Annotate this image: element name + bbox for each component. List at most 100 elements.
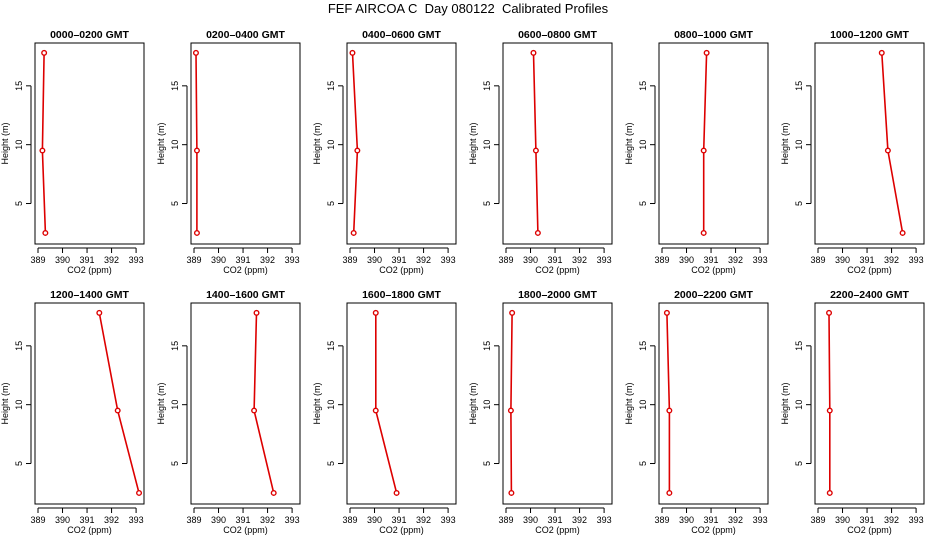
data-point [253,309,260,316]
y-tick-label: 10 [170,400,180,410]
y-tick-label: 5 [14,201,24,206]
panel-title: 0400–0600 GMT [362,29,441,41]
x-tick-label: 393 [129,255,144,265]
data-point [393,489,400,496]
data-point [826,407,833,414]
x-axis-label: CO2 (ppm) [223,265,268,275]
y-tick-label: 5 [482,201,492,206]
plot-frame [346,302,457,505]
x-tick-label: 389 [498,515,513,525]
x-tick-label: 390 [679,255,694,265]
x-axis-label: CO2 (ppm) [847,265,892,275]
data-point [878,49,885,56]
x-axis-label: CO2 (ppm) [379,525,424,535]
data-point [666,407,673,414]
x-tick-label: 389 [654,255,669,265]
x-axis-label: CO2 (ppm) [535,525,580,535]
panel-title: 1200–1400 GMT [50,289,129,301]
y-tick-label: 15 [326,341,336,351]
x-tick-label: 389 [498,255,513,265]
x-tick-label: 389 [654,515,669,525]
x-tick-label: 391 [80,255,95,265]
profile-line [195,52,198,233]
x-axis-label: CO2 (ppm) [67,525,112,535]
x-axis-label: CO2 (ppm) [691,265,736,275]
x-tick-label: 390 [835,255,850,265]
y-tick-label: 10 [794,140,804,150]
y-axis-label: Height (m) [624,382,634,424]
y-axis-label: Height (m) [468,122,478,164]
profile-panel: 2200–2400 GMT 389 390 391 392 393 CO2 (ppm) 5 10… [780,289,925,535]
profile-line [374,312,398,494]
plot-frame [814,302,925,505]
y-tick-label: 15 [14,341,24,351]
y-tick-label: 10 [482,140,492,150]
y-tick-label: 10 [638,400,648,410]
x-tick-label: 391 [548,255,563,265]
plot-frame [502,302,613,505]
x-tick-label: 390 [55,255,70,265]
data-point [826,309,833,316]
x-tick-label: 392 [572,515,587,525]
profile-panel: 1600–1800 GMT 389 390 391 392 393 CO2 (ppm) 5 10… [312,289,457,535]
x-tick-label: 392 [416,255,431,265]
profile-panel: 0800–1000 GMT 389 390 391 392 393 CO2 (ppm) 5 10… [624,29,769,275]
x-tick-label: 391 [860,515,875,525]
y-tick-label: 5 [794,201,804,206]
data-point [372,407,379,414]
profile-line [98,312,140,494]
y-tick-label: 5 [638,461,648,466]
y-tick-label: 10 [170,140,180,150]
x-tick-label: 389 [30,255,45,265]
y-axis-label: Height (m) [312,122,322,164]
y-tick-label: 10 [794,400,804,410]
x-tick-label: 392 [728,515,743,525]
y-tick-label: 15 [482,341,492,351]
x-tick-label: 393 [441,255,456,265]
data-point [700,147,707,154]
x-tick-label: 391 [704,255,719,265]
x-tick-label: 393 [597,515,612,525]
y-tick-label: 5 [794,461,804,466]
plot-frame [34,42,145,245]
y-axis-label: Height (m) [624,122,634,164]
data-point [663,309,670,316]
x-tick-label: 393 [753,515,768,525]
x-axis-label: CO2 (ppm) [67,265,112,275]
profile-line [510,312,513,493]
x-tick-label: 390 [679,515,694,525]
plot-frame [658,302,769,505]
x-tick-label: 393 [753,255,768,265]
data-point [372,309,379,316]
y-tick-label: 15 [482,81,492,91]
x-tick-label: 390 [523,255,538,265]
data-point [193,147,200,154]
y-tick-label: 5 [638,201,648,206]
x-tick-label: 393 [441,515,456,525]
x-tick-label: 392 [416,515,431,525]
profile-line [666,312,671,493]
panel-title: 2200–2400 GMT [830,289,909,301]
y-axis-label: Height (m) [156,122,166,164]
x-tick-label: 391 [392,255,407,265]
profile-line [881,52,904,234]
y-tick-label: 5 [482,461,492,466]
data-point [703,49,710,56]
y-tick-label: 10 [326,400,336,410]
profile-panel: 2000–2200 GMT 389 390 391 392 393 CO2 (ppm) 5 10… [624,289,769,535]
y-tick-label: 15 [638,341,648,351]
x-axis-label: CO2 (ppm) [223,525,268,535]
profile-line [828,312,831,493]
y-tick-label: 10 [14,400,24,410]
data-point [508,489,515,496]
plot-frame [190,302,301,505]
y-axis-label: Height (m) [780,122,790,164]
figure-title: FEF AIRCOA C Day 080122 Calibrated Profi… [327,1,609,16]
y-tick-label: 10 [14,140,24,150]
profile-panel: 0200–0400 GMT 389 390 391 392 393 CO2 (ppm) 5 10… [156,29,301,275]
y-tick-label: 5 [326,461,336,466]
x-tick-label: 390 [211,515,226,525]
plot-frame [502,42,613,245]
x-tick-label: 391 [860,255,875,265]
x-tick-label: 393 [597,255,612,265]
